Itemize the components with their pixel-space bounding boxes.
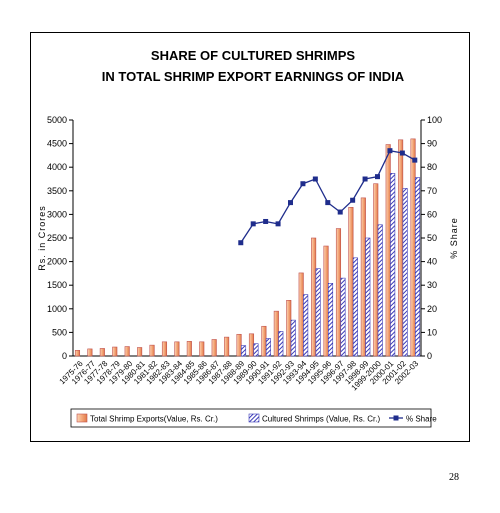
bar-total-exports: [360, 197, 366, 357]
y-tick-label-right: 70: [427, 186, 437, 196]
bar-total-exports: [99, 348, 105, 357]
y-tick-label-right: 50: [427, 233, 437, 243]
y-axis-title-left: Rs. in Crores: [37, 205, 47, 271]
bar-total-exports: [236, 333, 242, 357]
bar-total-exports: [124, 346, 130, 357]
bar-cultured-shrimps: [290, 319, 296, 357]
legend-label-share: % Share: [406, 415, 437, 424]
legend-label-cultured: Cultured Shrimps (Value, Rs. Cr.): [262, 415, 380, 424]
bar-total-exports: [311, 237, 317, 357]
legend-swatch-share-marker: [393, 415, 399, 421]
bar-total-exports: [186, 341, 192, 357]
bar-total-exports: [74, 350, 81, 357]
bar-total-exports: [385, 144, 391, 357]
y-tick-label-right: 100: [427, 115, 442, 125]
y-tick-label-left: 1500: [47, 280, 67, 290]
bar-cultured-shrimps: [402, 188, 408, 357]
chart-title-line-2: IN TOTAL SHRIMP EXPORT EARNINGS OF INDIA: [102, 69, 405, 84]
chart-frame: SHARE OF CULTURED SHRIMPS IN TOTAL SHRIM…: [30, 32, 470, 442]
marker-percent-share: [375, 174, 380, 180]
y-tick-label-right: 90: [427, 139, 437, 149]
marker-percent-share: [250, 221, 256, 227]
bar-cultured-shrimps: [377, 224, 383, 357]
y-tick-label-right: 60: [427, 209, 437, 219]
y-tick-label-left: 4500: [47, 139, 67, 149]
legend-label-total: Total Shrimp Exports(Value, Rs. Cr.): [90, 415, 218, 424]
y-tick-label-right: 40: [427, 257, 437, 267]
y-tick-label-left: 500: [52, 327, 67, 337]
marker-percent-share: [263, 218, 269, 224]
y-tick-label-left: 4000: [47, 162, 67, 172]
bar-cultured-shrimps: [265, 338, 271, 357]
y-tick-label-left: 2500: [47, 233, 67, 243]
bar-total-exports: [335, 228, 342, 357]
bar-total-exports: [323, 245, 329, 357]
marker-percent-share: [387, 148, 393, 154]
legend-swatch-cultured: [248, 413, 260, 423]
bar-cultured-shrimps: [315, 268, 321, 357]
bar-total-exports: [286, 300, 292, 357]
bar-total-exports: [348, 207, 354, 357]
y-tick-label-left: 3500: [47, 186, 67, 196]
bar-total-exports: [248, 333, 255, 357]
y-tick-label-right: 30: [427, 280, 437, 290]
marker-percent-share: [362, 176, 368, 182]
y-tick-label-left: 0: [62, 351, 67, 361]
bar-cultured-shrimps: [278, 331, 284, 357]
bar-cultured-shrimps: [340, 277, 346, 357]
bar-total-exports: [137, 347, 143, 357]
marker-percent-share: [300, 181, 306, 187]
bar-cultured-shrimps: [352, 257, 358, 357]
bar-total-exports: [112, 346, 118, 357]
bar-total-exports: [199, 341, 205, 357]
y-tick-label-right: 80: [427, 162, 437, 172]
chart-title-line-1: SHARE OF CULTURED SHRIMPS: [151, 48, 355, 63]
marker-percent-share: [350, 197, 356, 203]
bar-total-exports: [161, 341, 168, 357]
bar-total-exports: [398, 139, 404, 357]
y-tick-label-left: 5000: [47, 115, 67, 125]
marker-percent-share: [412, 157, 418, 163]
bar-total-exports: [373, 183, 379, 357]
legend-swatch-total: [76, 413, 88, 423]
y-tick-label-left: 3000: [47, 209, 67, 219]
marker-percent-share: [312, 176, 318, 182]
bar-total-exports: [273, 310, 279, 357]
y-axis-title-right: % Share: [449, 217, 459, 259]
y-tick-label-left: 2000: [47, 257, 67, 267]
bar-total-exports: [410, 138, 416, 357]
bar-total-exports: [211, 339, 217, 357]
marker-percent-share: [325, 200, 331, 206]
bar-cultured-shrimps: [390, 173, 396, 357]
chart-svg: SHARE OF CULTURED SHRIMPS IN TOTAL SHRIM…: [37, 48, 459, 428]
marker-percent-share: [275, 221, 281, 227]
page-number: 28: [449, 472, 459, 483]
bar-total-exports: [87, 348, 93, 357]
marker-percent-share: [337, 209, 343, 215]
marker-percent-share: [288, 200, 293, 206]
bar-cultured-shrimps: [303, 294, 309, 357]
marker-percent-share: [399, 150, 405, 156]
bar-total-exports: [298, 272, 304, 357]
bar-total-exports: [174, 341, 180, 357]
y-tick-label-right: 20: [427, 304, 437, 314]
bar-total-exports: [224, 336, 230, 357]
bar-cultured-shrimps: [327, 283, 334, 357]
marker-percent-share: [238, 240, 244, 246]
bar-cultured-shrimps: [240, 345, 247, 357]
bar-cultured-shrimps: [365, 237, 371, 357]
y-tick-label-right: 0: [427, 351, 432, 361]
y-tick-label-right: 10: [427, 327, 437, 337]
bar-cultured-shrimps: [253, 343, 259, 357]
bar-total-exports: [261, 325, 267, 357]
y-tick-label-left: 1000: [47, 304, 67, 314]
bar-cultured-shrimps: [414, 177, 421, 357]
bar-total-exports: [149, 344, 155, 357]
